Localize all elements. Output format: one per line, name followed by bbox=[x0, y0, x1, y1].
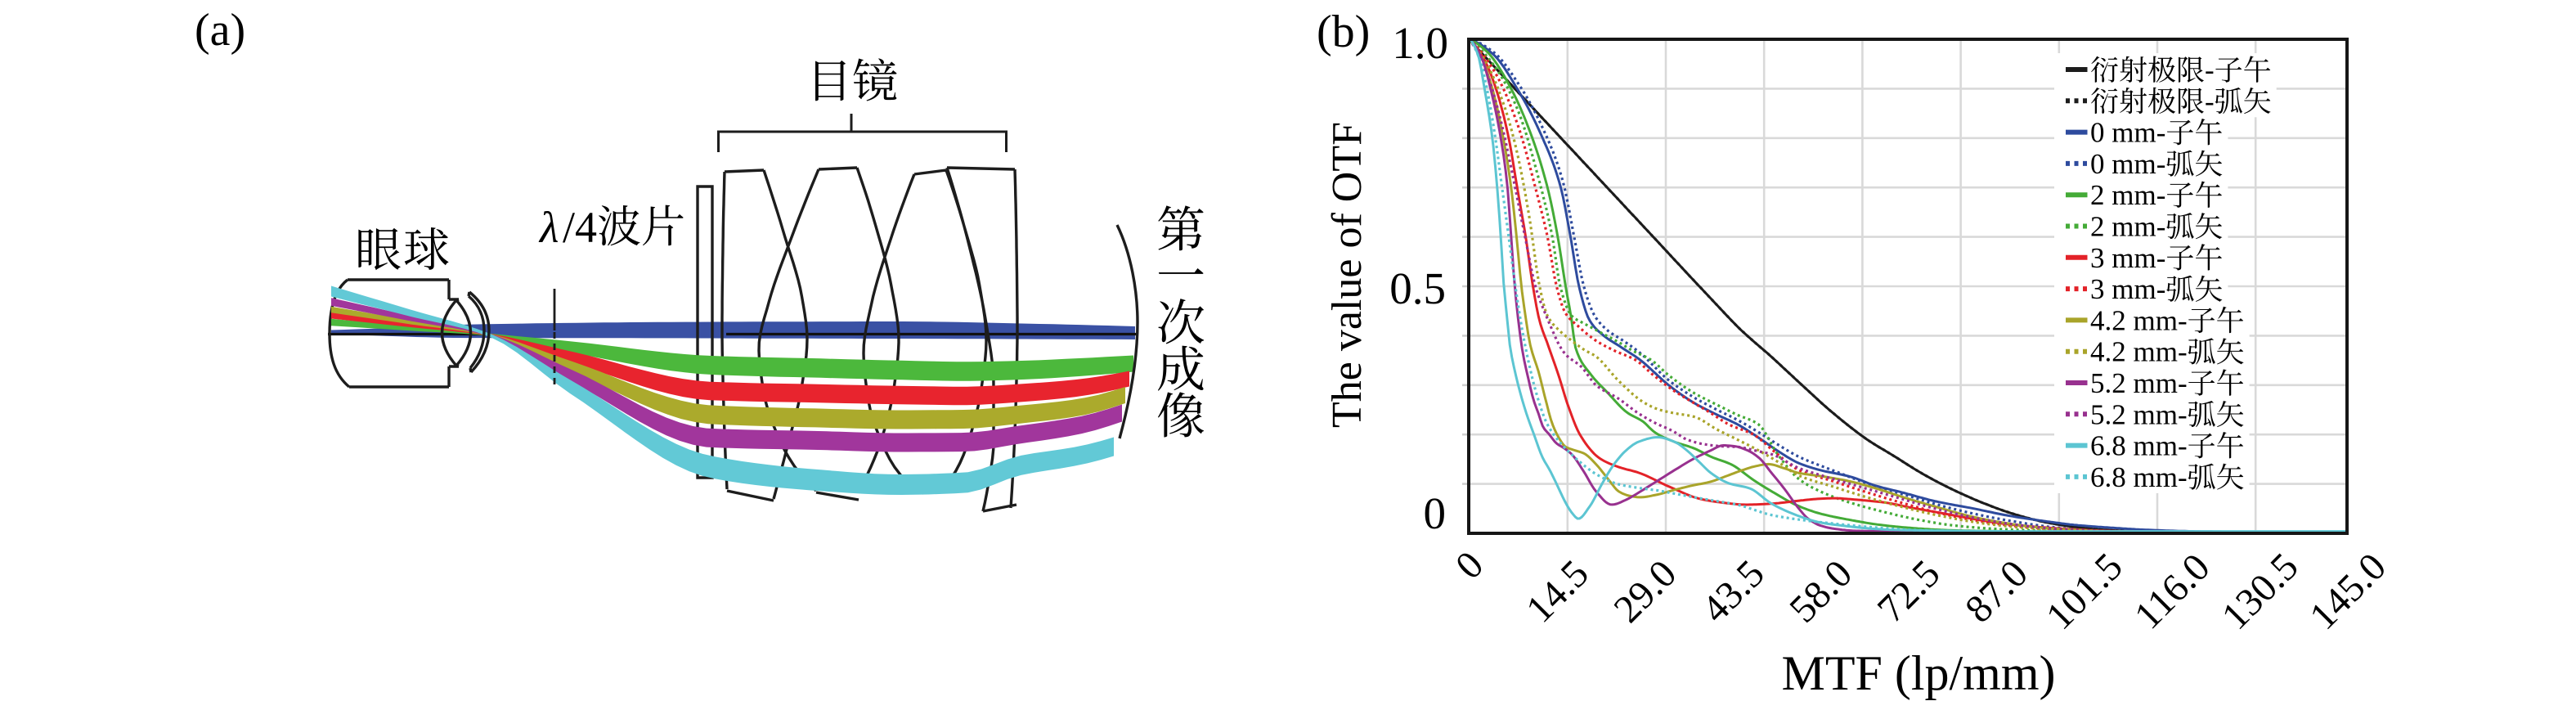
svg-text:4.2 mm-: 4.2 mm- bbox=[2090, 304, 2188, 336]
svg-text:The value of OTF: The value of OTF bbox=[1324, 122, 1371, 428]
svg-text:MTF (lp/mm): MTF (lp/mm) bbox=[1781, 646, 2055, 700]
svg-text:6.8 mm-: 6.8 mm- bbox=[2090, 430, 2188, 462]
svg-text:0 mm-: 0 mm- bbox=[2090, 148, 2165, 180]
svg-text:/4: /4 bbox=[563, 203, 597, 252]
svg-text:-: - bbox=[2205, 54, 2215, 86]
svg-text:(a): (a) bbox=[195, 5, 245, 56]
svg-text:0: 0 bbox=[1424, 488, 1447, 538]
svg-text:0 mm-: 0 mm- bbox=[2090, 117, 2165, 149]
svg-text:1.0: 1.0 bbox=[1392, 18, 1448, 68]
svg-text:0.5: 0.5 bbox=[1389, 263, 1446, 313]
svg-text:3 mm-: 3 mm- bbox=[2090, 273, 2165, 305]
svg-text:2 mm-: 2 mm- bbox=[2090, 179, 2165, 211]
svg-text:3 mm-: 3 mm- bbox=[2090, 242, 2165, 274]
svg-text:6.8 mm-: 6.8 mm- bbox=[2090, 461, 2188, 493]
svg-text:2 mm-: 2 mm- bbox=[2090, 211, 2165, 243]
svg-text:4.2 mm-: 4.2 mm- bbox=[2090, 336, 2188, 368]
svg-text:(b): (b) bbox=[1317, 7, 1370, 57]
svg-text:λ: λ bbox=[538, 203, 559, 252]
svg-text:-: - bbox=[2205, 85, 2215, 117]
svg-text:5.2 mm-: 5.2 mm- bbox=[2090, 367, 2188, 399]
svg-text:5.2 mm-: 5.2 mm- bbox=[2090, 398, 2188, 430]
